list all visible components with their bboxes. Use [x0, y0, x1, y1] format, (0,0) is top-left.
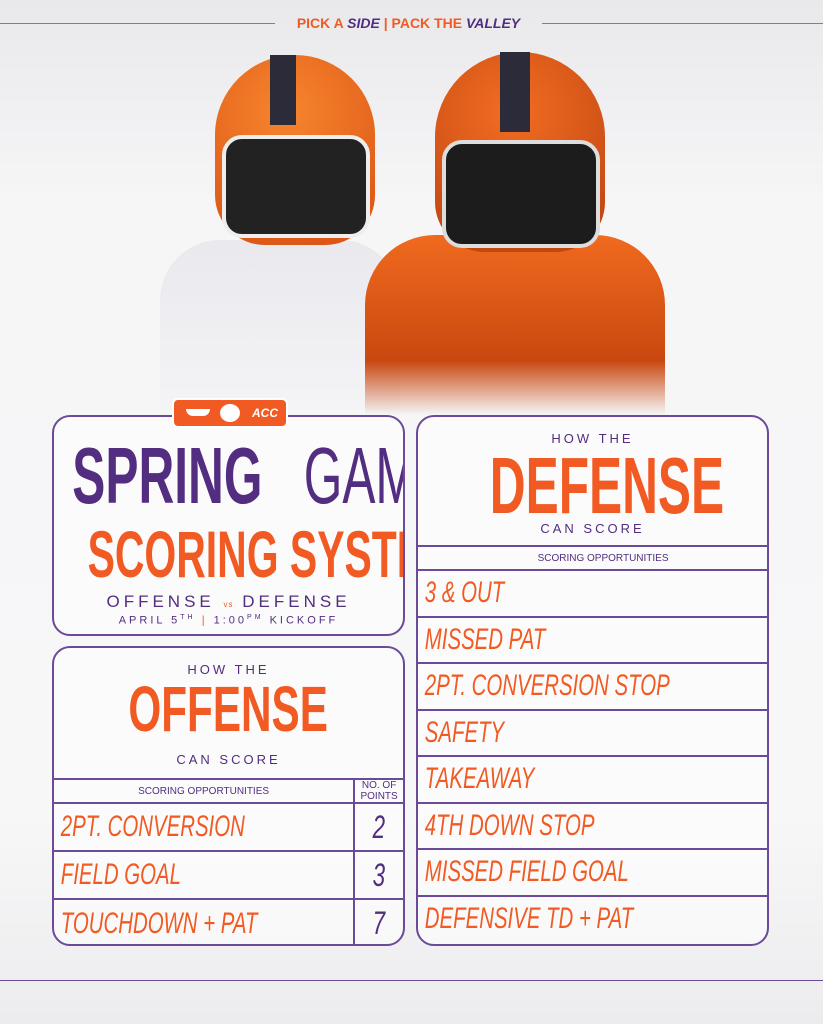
opportunity: SAFETY — [424, 715, 505, 749]
heading-pre: HOW THE — [551, 431, 634, 446]
player-white-body — [160, 240, 400, 410]
points-cell: 7 — [353, 898, 403, 944]
opportunity: 2PT. CONVERSION — [60, 810, 245, 843]
opportunity: MISSED PAT — [424, 622, 546, 656]
score-row: 2PT. CONVERSION 2 — [54, 802, 403, 851]
title-scoring: SCORING SYSTEM — [87, 517, 403, 591]
opportunity: 3 & OUT — [424, 576, 505, 610]
facemask — [222, 135, 370, 238]
header-text: VALLEY — [465, 15, 521, 31]
opportunity: DEFENSIVE TD + PAT — [424, 902, 634, 936]
date: 1:00 — [213, 614, 248, 627]
date: PM — [247, 614, 264, 621]
date: | — [201, 614, 208, 627]
heading-post: CAN SCORE — [176, 752, 281, 767]
heading: OFFENSE — [128, 673, 329, 745]
header-text: PACK THE — [391, 15, 463, 31]
opportunity: 2PT. CONVERSION STOP — [424, 669, 670, 703]
opportunity-cell: 4TH DOWN STOP — [418, 801, 767, 849]
opportunity-cell: 2PT. CONVERSION — [54, 802, 355, 851]
opportunity-cell: DEFENSIVE TD + PAT — [418, 894, 767, 942]
defense-box: HOW THE DEFENSE CAN SCORE SCORING OPPORT… — [416, 415, 769, 946]
matchup: DEFENSE — [242, 592, 351, 611]
opportunity: 4TH DOWN STOP — [424, 808, 595, 842]
paw — [220, 404, 240, 422]
opportunity-cell: 2PT. CONVERSION STOP — [418, 662, 767, 710]
opportunity-cell: 3 & OUT — [418, 569, 767, 617]
opportunity-cell: SAFETY — [418, 708, 767, 756]
points: 2 — [372, 808, 386, 845]
score-row: SAFETY2 — [418, 708, 767, 756]
points: 7 — [372, 905, 386, 941]
opportunity: TOUCHDOWN + PAT — [60, 906, 258, 940]
score-row: TAKEAWAY3 — [418, 755, 767, 803]
opportunity-cell: TOUCHDOWN + PAT — [54, 898, 355, 944]
opportunity: FIELD GOAL — [60, 858, 181, 891]
date: KICKOFF — [269, 614, 339, 627]
score-row: TOUCHDOWN + PAT 7 — [54, 898, 403, 944]
heading-pre: HOW THE — [187, 662, 270, 677]
points: 3 — [372, 856, 386, 893]
header-text: PICK A — [296, 15, 344, 31]
helmet-stripe — [500, 52, 530, 132]
header-text: SIDE — [347, 15, 380, 31]
column-header: SCORING OPPORTUNITIES — [418, 545, 767, 570]
column-header: SCORING OPPORTUNITIES — [54, 778, 355, 803]
score-row: 3 & OUT1 — [418, 569, 767, 617]
opportunity-cell: FIELD GOAL — [54, 850, 355, 899]
sponsor-badge: ACC — [172, 398, 288, 428]
swoosh — [186, 409, 210, 416]
rule — [542, 23, 823, 24]
score-row: 4TH DOWN STOP3 — [418, 801, 767, 849]
title-spring: SPRING — [72, 431, 263, 520]
score-row: 2PT. CONVERSION STOP2 — [418, 662, 767, 710]
matchup: OFFENSE — [106, 592, 215, 611]
acc-logo: ACC — [252, 406, 278, 420]
offense-box: HOW THE OFFENSE CAN SCORE SCORING OPPORT… — [52, 646, 405, 946]
opportunity-cell: MISSED PAT — [418, 615, 767, 663]
heading: DEFENSE — [489, 441, 725, 530]
header: PICK A SIDE | PACK THE VALLEY — [275, 15, 542, 31]
matchup-vs: vs — [223, 600, 234, 609]
score-row: FIELD GOAL 3 — [54, 850, 403, 899]
opportunity-cell: MISSED FIELD GOAL — [418, 848, 767, 896]
column-header: NO. OF POINTS — [353, 778, 403, 803]
points-cell: 2 — [353, 802, 403, 851]
points-cell: 3 — [353, 850, 403, 899]
player-orange-body — [365, 235, 665, 415]
date: TH — [180, 614, 196, 621]
score-row: MISSED PAT1 — [418, 615, 767, 663]
heading-post: CAN SCORE — [540, 521, 645, 536]
opportunity: TAKEAWAY — [424, 762, 535, 796]
title-box: SPRING GAME SCORING SYSTEM OFFENSE vs DEF… — [52, 415, 405, 636]
rule — [0, 23, 275, 24]
score-table: SCORING OPPORTUNITIES NO. OF POINTS 2PT. C… — [54, 778, 403, 944]
opportunity-cell: TAKEAWAY — [418, 755, 767, 803]
header-text: | — [383, 15, 388, 31]
facemask — [442, 140, 600, 248]
opportunity: MISSED FIELD GOAL — [424, 855, 629, 889]
title-game: GAME — [303, 431, 403, 520]
helmet-stripe — [270, 55, 296, 125]
date: APRIL 5 — [118, 614, 181, 627]
rule — [0, 980, 823, 981]
